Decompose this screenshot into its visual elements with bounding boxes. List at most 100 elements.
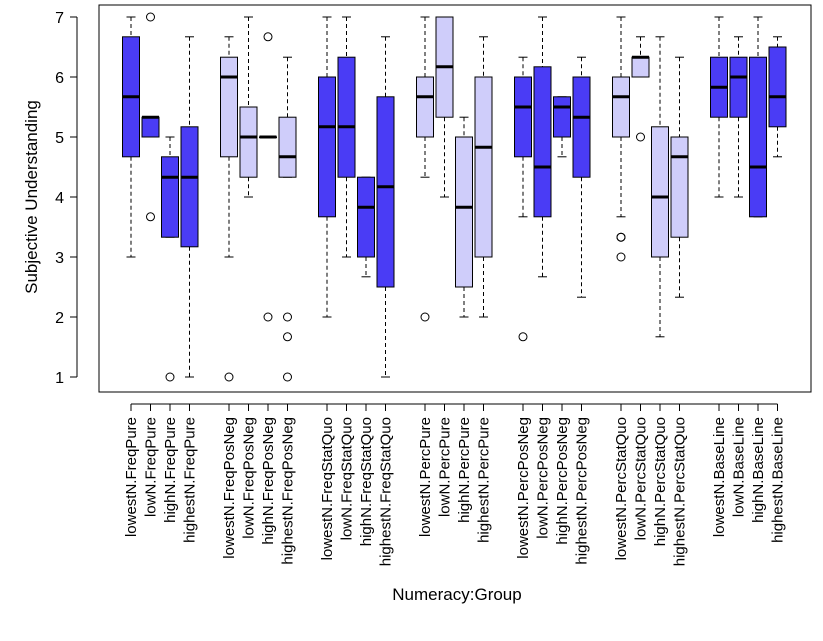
outlier-point bbox=[518, 332, 528, 342]
box-group bbox=[318, 16, 336, 318]
x-tick-label: highN.BaseLine bbox=[750, 417, 767, 523]
box bbox=[357, 176, 375, 258]
box bbox=[572, 76, 591, 178]
x-tick-label: lowestN.PercStatQuo bbox=[613, 417, 630, 560]
box-group bbox=[768, 36, 787, 158]
box bbox=[474, 76, 493, 258]
box-group bbox=[239, 16, 258, 198]
box-group bbox=[710, 16, 728, 198]
box bbox=[278, 116, 297, 178]
y-tick-label: 5 bbox=[55, 130, 64, 147]
y-tick-label: 7 bbox=[55, 10, 64, 27]
x-tick-label: lowN.PercStatQuo bbox=[633, 417, 650, 540]
box bbox=[220, 56, 238, 158]
y-tick-label: 1 bbox=[55, 370, 64, 387]
box bbox=[376, 96, 395, 288]
box-group bbox=[337, 16, 356, 258]
outlier-point bbox=[224, 372, 234, 382]
box-group bbox=[553, 96, 571, 158]
y-tick-label: 2 bbox=[55, 310, 64, 327]
box-group bbox=[278, 56, 297, 382]
x-tick-label: highestN.PercStatQuo bbox=[672, 417, 689, 566]
outlier-point bbox=[283, 312, 292, 322]
outlier-point bbox=[636, 132, 645, 142]
x-tick-label: lowestN.FreqPosNeg bbox=[221, 417, 238, 559]
outlier-point bbox=[283, 372, 292, 382]
box-group bbox=[651, 36, 669, 338]
x-axis-title: Numeracy:Group bbox=[392, 585, 521, 604]
box-group bbox=[259, 32, 277, 322]
x-tick-label: lowestN.FreqPure bbox=[123, 417, 140, 537]
box-group bbox=[180, 36, 199, 378]
box-group bbox=[533, 16, 552, 278]
box-group bbox=[416, 16, 434, 322]
box bbox=[533, 66, 552, 218]
box bbox=[749, 56, 767, 218]
outlier-point bbox=[616, 252, 626, 262]
box bbox=[631, 56, 650, 78]
x-tick-label: highN.FreqPosNeg bbox=[260, 417, 277, 545]
box bbox=[651, 126, 669, 258]
x-tick-label: lowN.BaseLine bbox=[731, 417, 748, 517]
box bbox=[768, 46, 787, 128]
box bbox=[612, 76, 630, 138]
box-group bbox=[572, 56, 591, 298]
x-tick-label: highN.FreqStatQuo bbox=[358, 417, 375, 546]
outlier-point bbox=[146, 12, 155, 22]
outlier-point bbox=[165, 372, 175, 382]
y-axis-title: Subjective Understanding bbox=[22, 100, 41, 294]
box bbox=[670, 136, 689, 238]
box bbox=[553, 96, 571, 138]
box-group bbox=[455, 116, 473, 318]
box-group bbox=[122, 16, 140, 258]
x-tick-label: highestN.PercPosNeg bbox=[574, 417, 591, 565]
box-group bbox=[749, 16, 767, 218]
x-tick-label: highestN.PercPure bbox=[476, 417, 493, 543]
y-tick-label: 4 bbox=[55, 190, 64, 207]
axes: 1 2 3 4 5 6 7 lowestN.FreqPure lowN.FreqPure high… bbox=[55, 4, 812, 566]
box-group bbox=[357, 176, 375, 278]
plot-area bbox=[122, 12, 787, 382]
outlier-point bbox=[616, 232, 626, 242]
box bbox=[337, 56, 356, 178]
box bbox=[180, 126, 199, 248]
x-tick-label: highestN.FreqPosNeg bbox=[280, 417, 297, 565]
box-group bbox=[729, 36, 748, 198]
box-group bbox=[141, 12, 160, 222]
y-tick-label: 3 bbox=[55, 250, 64, 267]
box-group bbox=[220, 36, 238, 382]
x-tick-label: lowN.FreqPosNeg bbox=[241, 417, 258, 539]
x-tick-label: highestN.FreqPure bbox=[182, 417, 199, 543]
box bbox=[239, 106, 258, 178]
x-tick-label: highestN.FreqStatQuo bbox=[378, 417, 395, 566]
box-group bbox=[474, 36, 493, 318]
box bbox=[729, 56, 748, 118]
x-tick-label: lowN.PercPure bbox=[437, 417, 454, 517]
box-group bbox=[376, 36, 395, 378]
x-tick-label: lowN.FreqPure bbox=[143, 417, 160, 517]
outlier-point bbox=[146, 212, 155, 222]
x-tick-label: lowestN.PercPure bbox=[417, 417, 434, 537]
x-tick-label: highN.PercStatQuo bbox=[652, 417, 669, 546]
outlier-point bbox=[420, 312, 430, 322]
box bbox=[514, 76, 532, 158]
box-group bbox=[435, 16, 454, 198]
box bbox=[318, 76, 336, 218]
x-tick-label: highN.PercPure bbox=[456, 417, 473, 523]
y-tick-label: 6 bbox=[55, 70, 64, 87]
box-group bbox=[514, 56, 532, 342]
x-tick-label: highN.PercPosNeg bbox=[554, 417, 571, 545]
x-tick-label: lowestN.FreqStatQuo bbox=[319, 417, 336, 560]
x-tick-label: lowN.PercPosNeg bbox=[535, 417, 552, 539]
box-group bbox=[161, 136, 179, 382]
outlier-point bbox=[263, 32, 273, 42]
plot-frame bbox=[98, 4, 812, 393]
box bbox=[141, 116, 160, 138]
box-group bbox=[631, 36, 650, 142]
x-tick-label: lowestN.BaseLine bbox=[711, 417, 728, 537]
box bbox=[455, 136, 473, 288]
box bbox=[416, 76, 434, 138]
outlier-point bbox=[263, 312, 273, 322]
